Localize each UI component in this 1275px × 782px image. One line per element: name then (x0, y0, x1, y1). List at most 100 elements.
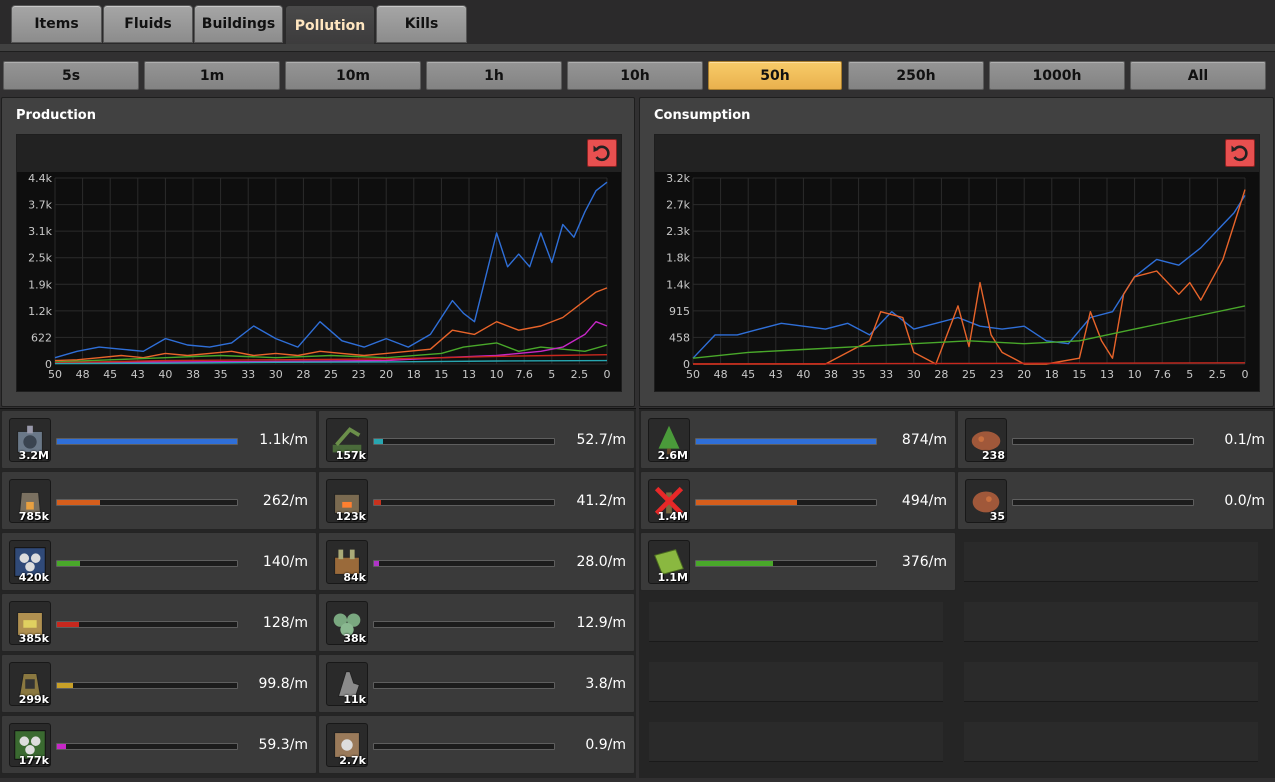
y-tick-label: 2.7k (666, 199, 690, 212)
time-button-10m[interactable]: 10m (285, 61, 421, 90)
entry-row[interactable]: 35 0.0/m (957, 471, 1274, 530)
x-tick-label: 13 (1100, 368, 1114, 381)
x-tick-label: 23 (352, 368, 366, 381)
consumption-chart-header (655, 135, 1259, 172)
rate-bar (56, 560, 238, 567)
y-tick-label: 3.2k (666, 172, 690, 185)
x-tick-label: 10 (490, 368, 504, 381)
rate-bar-fill (57, 500, 101, 505)
tab-pollution[interactable]: Pollution (285, 5, 375, 46)
y-tick-label: 622 (31, 331, 52, 344)
entry-count: 1.4M (657, 510, 688, 523)
x-tick-label: 15 (434, 368, 448, 381)
rate-bar-fill (57, 439, 237, 444)
entry-rate: 99.8/m (258, 676, 308, 692)
production-panel: Production 50 48 45 43 40 38 35 33 30 28 25 23 20 18 1… (1, 97, 635, 407)
reset-icon[interactable] (1225, 139, 1255, 167)
x-tick-label: 48 (76, 368, 90, 381)
rate-bar-fill (696, 500, 797, 505)
empty-slot (649, 602, 943, 642)
x-tick-label: 33 (879, 368, 893, 381)
time-button-1h[interactable]: 1h (426, 61, 562, 90)
entry-rate: 376/m (901, 554, 947, 570)
entry-row[interactable]: 11k 3.8/m (318, 654, 635, 713)
entry-row[interactable]: 3.2M 1.1k/m (1, 410, 317, 469)
entry-row[interactable]: 299k 99.8/m (1, 654, 317, 713)
x-tick-label: 25 (962, 368, 976, 381)
rate-bar (373, 621, 555, 628)
rate-bar (1012, 499, 1194, 506)
tab-kills[interactable]: Kills (376, 5, 467, 43)
entry-row[interactable]: 385k 128/m (1, 593, 317, 652)
burner-mining-drill-icon: 299k (9, 662, 51, 706)
consumption-chart: 50 48 45 43 40 38 35 33 30 28 25 23 20 18 15 13 10 7.6 5 2.… (654, 134, 1260, 392)
entry-row[interactable]: 84k 28.0/m (318, 532, 635, 591)
x-tick-label: 0 (604, 368, 611, 381)
x-tick-label: 48 (714, 368, 728, 381)
x-tick-label: 35 (214, 368, 228, 381)
x-tick-label: 40 (158, 368, 172, 381)
entry-row[interactable]: 177k 59.3/m (1, 715, 317, 774)
time-button-1000h[interactable]: 1000h (989, 61, 1125, 90)
entry-row[interactable]: 420k 140/m (1, 532, 317, 591)
tab-items[interactable]: Items (11, 5, 102, 43)
entry-count: 157k (335, 449, 366, 462)
time-button-5s[interactable]: 5s (3, 61, 139, 90)
rate-bar (695, 438, 877, 445)
entry-row[interactable]: 785k 262/m (1, 471, 317, 530)
production-chart-header (17, 135, 621, 172)
entry-row[interactable]: 1.1M 376/m (640, 532, 956, 591)
entry-row[interactable]: 38k 12.9/m (318, 593, 635, 652)
entry-rate: 12.9/m (576, 615, 626, 631)
time-button-10h[interactable]: 10h (567, 61, 703, 90)
x-tick-label: 5 (1186, 368, 1193, 381)
x-tick-label: 5 (548, 368, 555, 381)
x-tick-label: 30 (269, 368, 283, 381)
empty-slot (964, 602, 1258, 642)
entry-rate: 1.1k/m (259, 432, 308, 448)
x-tick-label: 43 (131, 368, 145, 381)
time-button-all[interactable]: All (1130, 61, 1266, 90)
entry-count: 785k (18, 510, 49, 523)
entry-rate: 0.0/m (1224, 493, 1265, 509)
entry-row[interactable]: 123k 41.2/m (318, 471, 635, 530)
series-line-3 (54, 320, 608, 364)
entry-count: 2.7k (339, 754, 366, 767)
time-button-250h[interactable]: 250h (848, 61, 984, 90)
entry-row[interactable]: 238 0.1/m (957, 410, 1274, 469)
entry-rate: 140/m (262, 554, 308, 570)
y-tick-label: 458 (669, 331, 690, 344)
x-tick-label: 7.6 (1153, 368, 1171, 381)
rate-bar (373, 743, 555, 750)
rate-bar (695, 499, 877, 506)
x-tick-label: 40 (796, 368, 810, 381)
rate-bar (56, 499, 238, 506)
x-tick-label: 30 (907, 368, 921, 381)
y-tick-label: 1.2k (28, 305, 52, 318)
series-line-2 (692, 305, 1246, 359)
entry-rate: 52.7/m (576, 432, 626, 448)
entry-rate: 59.3/m (258, 737, 308, 753)
rate-bar (373, 682, 555, 689)
tab-buildings[interactable]: Buildings (194, 5, 283, 43)
empty-slot (649, 722, 943, 762)
stone-furnace-icon: 785k (9, 479, 51, 523)
rate-bar (695, 560, 877, 567)
y-tick-label: 0 (683, 358, 690, 371)
tab-fluids[interactable]: Fluids (103, 5, 193, 43)
time-button-1m[interactable]: 1m (144, 61, 280, 90)
entry-count: 385k (18, 632, 49, 645)
time-button-50h[interactable]: 50h (708, 61, 842, 90)
x-tick-label: 25 (324, 368, 338, 381)
entry-row[interactable]: 2.7k 0.9/m (318, 715, 635, 774)
entry-rate: 0.1/m (1224, 432, 1265, 448)
boiler-icon: 123k (326, 479, 368, 523)
entry-row[interactable]: 1.4M 494/m (640, 471, 956, 530)
reset-icon[interactable] (587, 139, 617, 167)
rate-bar (373, 560, 555, 567)
rate-bar-fill (57, 622, 79, 627)
x-tick-label: 38 (824, 368, 838, 381)
chemical-plant-icon: 38k (326, 601, 368, 645)
entry-row[interactable]: 2.6M 874/m (640, 410, 956, 469)
entry-row[interactable]: 157k 52.7/m (318, 410, 635, 469)
